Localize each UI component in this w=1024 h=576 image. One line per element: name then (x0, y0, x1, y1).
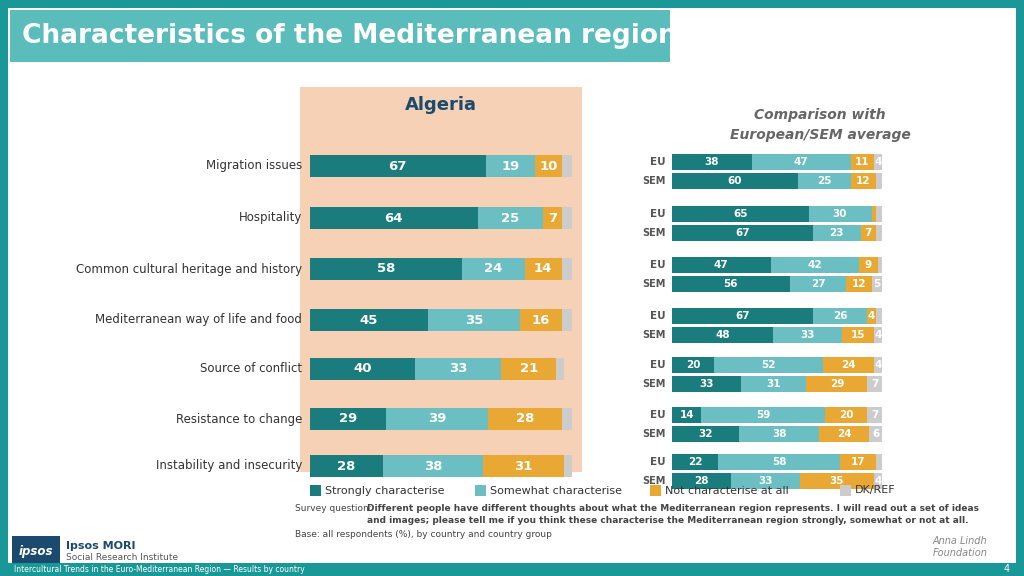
FancyBboxPatch shape (873, 154, 882, 170)
FancyBboxPatch shape (840, 454, 876, 470)
Text: Strongly characterise: Strongly characterise (325, 486, 444, 495)
Text: DK/REF: DK/REF (855, 486, 896, 495)
Text: 4: 4 (867, 311, 876, 321)
FancyBboxPatch shape (561, 207, 572, 229)
Text: 22: 22 (688, 457, 702, 467)
FancyBboxPatch shape (415, 358, 502, 380)
FancyBboxPatch shape (790, 276, 846, 292)
FancyBboxPatch shape (1016, 0, 1024, 576)
Text: 47: 47 (714, 260, 729, 270)
Text: 59: 59 (756, 410, 770, 420)
FancyBboxPatch shape (525, 258, 561, 280)
FancyBboxPatch shape (672, 376, 741, 392)
Text: 38: 38 (772, 429, 786, 439)
FancyBboxPatch shape (840, 485, 851, 496)
FancyBboxPatch shape (878, 257, 882, 273)
Text: 33: 33 (449, 362, 467, 376)
Text: Migration issues: Migration issues (206, 160, 302, 172)
FancyBboxPatch shape (672, 407, 701, 423)
Text: SEM: SEM (643, 279, 666, 289)
Text: 29: 29 (829, 379, 844, 389)
Text: 35: 35 (829, 476, 844, 486)
FancyBboxPatch shape (672, 225, 813, 241)
Text: 23: 23 (829, 228, 844, 238)
FancyBboxPatch shape (672, 454, 718, 470)
FancyBboxPatch shape (672, 426, 739, 442)
FancyBboxPatch shape (0, 563, 1024, 576)
Text: Ipsos MORI: Ipsos MORI (66, 541, 135, 551)
Text: Characteristics of the Mediterranean region: Characteristics of the Mediterranean reg… (22, 23, 677, 49)
Text: 4: 4 (874, 330, 882, 340)
FancyBboxPatch shape (672, 357, 714, 373)
Text: 58: 58 (772, 457, 786, 467)
FancyBboxPatch shape (310, 358, 415, 380)
FancyBboxPatch shape (475, 485, 486, 496)
FancyBboxPatch shape (561, 155, 572, 177)
Text: 31: 31 (767, 379, 781, 389)
Text: 24: 24 (837, 429, 852, 439)
Text: 12: 12 (856, 176, 870, 186)
FancyBboxPatch shape (428, 309, 519, 331)
Text: Base: all respondents (%), by country and country group: Base: all respondents (%), by country an… (295, 530, 552, 539)
FancyBboxPatch shape (813, 225, 861, 241)
Text: 7: 7 (871, 410, 879, 420)
Text: Hospitality: Hospitality (239, 211, 302, 225)
Text: 7: 7 (871, 379, 879, 389)
FancyBboxPatch shape (672, 257, 771, 273)
Text: Survey question:: Survey question: (295, 504, 375, 513)
FancyBboxPatch shape (876, 454, 882, 470)
FancyBboxPatch shape (561, 309, 572, 331)
Text: Somewhat characterise: Somewhat characterise (490, 486, 622, 495)
FancyBboxPatch shape (825, 407, 867, 423)
Text: 28: 28 (338, 460, 356, 472)
Text: EU: EU (650, 457, 666, 467)
Text: EU: EU (650, 157, 666, 167)
FancyBboxPatch shape (873, 327, 882, 343)
Text: Anna Lindh
Foundation: Anna Lindh Foundation (933, 536, 987, 558)
Text: Common cultural heritage and history: Common cultural heritage and history (76, 263, 302, 275)
FancyBboxPatch shape (672, 154, 752, 170)
Text: 5: 5 (873, 279, 881, 289)
FancyBboxPatch shape (871, 276, 882, 292)
FancyBboxPatch shape (714, 357, 823, 373)
FancyBboxPatch shape (383, 455, 483, 477)
Text: 4: 4 (1004, 564, 1010, 574)
FancyBboxPatch shape (488, 408, 561, 430)
FancyBboxPatch shape (823, 357, 873, 373)
FancyBboxPatch shape (310, 485, 321, 496)
FancyBboxPatch shape (771, 257, 859, 273)
FancyBboxPatch shape (846, 276, 871, 292)
Text: Not characterise at all: Not characterise at all (665, 486, 788, 495)
FancyBboxPatch shape (798, 173, 851, 189)
FancyBboxPatch shape (807, 376, 867, 392)
FancyBboxPatch shape (873, 357, 882, 373)
Text: 7: 7 (864, 228, 872, 238)
FancyBboxPatch shape (12, 536, 60, 566)
Text: 21: 21 (519, 362, 538, 376)
Text: 52: 52 (762, 360, 776, 370)
FancyBboxPatch shape (871, 206, 876, 222)
FancyBboxPatch shape (485, 155, 536, 177)
Text: Algeria: Algeria (406, 96, 477, 114)
Text: Different people have different thoughts about what the Mediterranean region rep: Different people have different thoughts… (367, 504, 979, 525)
Text: 38: 38 (705, 157, 719, 167)
FancyBboxPatch shape (543, 207, 561, 229)
FancyBboxPatch shape (819, 426, 869, 442)
FancyBboxPatch shape (556, 358, 564, 380)
FancyBboxPatch shape (851, 173, 876, 189)
FancyBboxPatch shape (310, 258, 462, 280)
FancyBboxPatch shape (477, 207, 543, 229)
Text: EU: EU (650, 311, 666, 321)
FancyBboxPatch shape (851, 154, 873, 170)
Text: EU: EU (650, 410, 666, 420)
Text: 15: 15 (851, 330, 865, 340)
Text: 20: 20 (686, 360, 700, 370)
Text: SEM: SEM (643, 429, 666, 439)
Text: 4: 4 (874, 360, 882, 370)
Text: SEM: SEM (643, 476, 666, 486)
FancyBboxPatch shape (10, 10, 670, 62)
Text: 14: 14 (534, 263, 552, 275)
Text: 16: 16 (531, 313, 550, 327)
Text: 48: 48 (715, 330, 730, 340)
